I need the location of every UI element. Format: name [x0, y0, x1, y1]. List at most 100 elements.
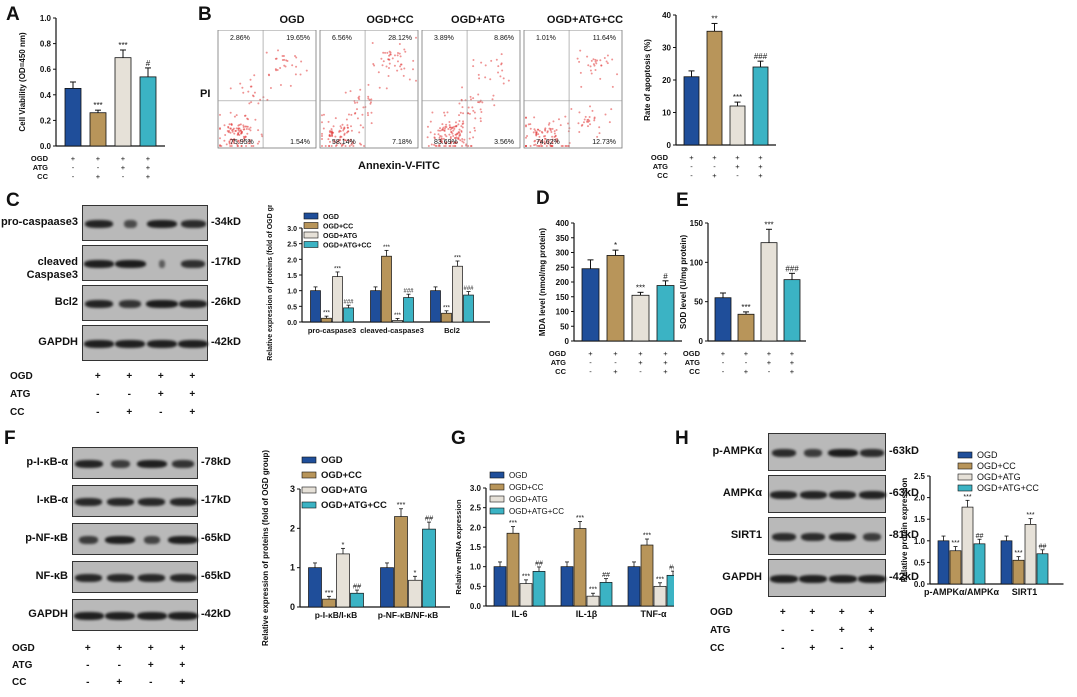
- flow-dot: [393, 64, 396, 67]
- condition-sign: -: [722, 367, 725, 376]
- flow-dot: [350, 125, 353, 128]
- condition-sign: +: [735, 162, 740, 171]
- flow-dot: [227, 126, 230, 129]
- flow-dot: [238, 130, 241, 133]
- flow-dot: [358, 98, 361, 101]
- flow-dot: [550, 131, 553, 134]
- flow-dot: [555, 129, 558, 132]
- flow-dot: [250, 85, 253, 88]
- condition-label: CC: [37, 172, 48, 181]
- flow-dot: [547, 140, 550, 143]
- y-tick-label: 1.5: [914, 515, 926, 524]
- condition-label: OGD: [31, 154, 49, 163]
- significance-label: ***: [118, 41, 127, 50]
- flow-dot: [458, 128, 461, 131]
- flow-dot: [354, 112, 357, 115]
- flow-dot: [260, 133, 263, 136]
- chart-f: 0 1 2 3 Relative expression of proteins (fol…: [261, 450, 450, 646]
- bar: [783, 279, 801, 342]
- flow-dot: [593, 116, 596, 119]
- condition-sign: +: [189, 407, 196, 418]
- flow-dot: [591, 109, 594, 112]
- flow-dot: [533, 116, 536, 119]
- flow-dot: [370, 122, 373, 125]
- flow-dot: [257, 102, 260, 105]
- flow-dot: [551, 135, 554, 138]
- flow-dot: [229, 145, 232, 147]
- flow-dot: [598, 126, 601, 129]
- flow-dot: [324, 145, 327, 147]
- legend-label: OGD: [321, 455, 343, 466]
- flow-dot: [358, 95, 361, 98]
- flow-dot: [277, 49, 280, 52]
- bar: [310, 290, 321, 323]
- flow-dot: [456, 141, 459, 144]
- flow-dot: [438, 136, 441, 139]
- y-tick-label: 1.5: [470, 543, 482, 552]
- flow-dot: [337, 139, 340, 142]
- flow-dot: [237, 140, 240, 143]
- flow-dot: [460, 125, 463, 128]
- bar: [937, 540, 950, 585]
- flow-dot: [281, 54, 284, 57]
- flow-dot: [385, 65, 388, 68]
- flow-dot: [257, 129, 260, 132]
- flow-dot: [242, 124, 245, 127]
- y-axis-label: Relative expression of proteins (fold of…: [267, 205, 274, 361]
- flow-dot: [576, 57, 579, 60]
- flow-dot: [606, 54, 609, 57]
- flow-dot: [453, 127, 456, 130]
- significance-label: ***: [397, 500, 406, 509]
- condition-sign: -: [589, 358, 592, 367]
- flow-dot: [444, 127, 447, 130]
- legend-label: OGD+CC: [321, 470, 362, 481]
- bar: [332, 276, 343, 323]
- flow-dot: [219, 127, 221, 130]
- flow-dot: [233, 132, 236, 135]
- flow-dot: [247, 142, 250, 145]
- flow-dot: [402, 74, 405, 77]
- flow-dot: [461, 106, 464, 109]
- significance-label: ##: [425, 514, 434, 523]
- condition-sign: +: [744, 349, 749, 358]
- flow-dot: [462, 141, 465, 144]
- flow-dot: [253, 74, 256, 77]
- bar: [581, 268, 600, 342]
- significance-label: ***: [741, 303, 750, 312]
- flow-dot: [243, 114, 246, 117]
- flow-dot: [458, 131, 461, 134]
- bar: [430, 290, 441, 323]
- flow-dot: [274, 68, 277, 71]
- flow-dot: [243, 128, 246, 131]
- flow-dot: [492, 94, 495, 97]
- flow-dot: [343, 133, 346, 136]
- bar: [321, 317, 332, 323]
- flow-dot: [237, 129, 240, 132]
- blot-band: [105, 536, 136, 544]
- category-label: IL-1β: [576, 609, 598, 619]
- flow-xlabel: Annexin-V-FITC: [358, 160, 440, 172]
- flow-dot: [537, 128, 540, 131]
- flow-dot: [452, 134, 455, 137]
- quadrant-ur: 19.65%: [286, 35, 310, 42]
- flow-dot: [459, 111, 462, 114]
- blot-strip: [72, 599, 199, 631]
- flow-dot: [592, 63, 595, 66]
- flow-dot: [443, 111, 446, 114]
- category-label: SIRT1: [1012, 587, 1038, 597]
- flow-dot: [545, 145, 548, 147]
- significance-label: ***: [323, 311, 331, 317]
- flow-dot: [437, 129, 440, 132]
- flow-dot: [462, 112, 465, 115]
- legend-label: OGD+ATG: [509, 495, 548, 504]
- legend-swatch: [301, 486, 317, 494]
- quadrant-lr: 1.54%: [290, 139, 310, 146]
- blot-band: [860, 449, 885, 457]
- flow-dot: [249, 126, 252, 129]
- condition-sign: +: [613, 349, 618, 358]
- flow-dot: [219, 137, 221, 140]
- significance-label: ***: [1014, 550, 1022, 557]
- y-axis-label: Relative mRNA expression: [454, 499, 463, 595]
- condition-sign: +: [712, 153, 717, 162]
